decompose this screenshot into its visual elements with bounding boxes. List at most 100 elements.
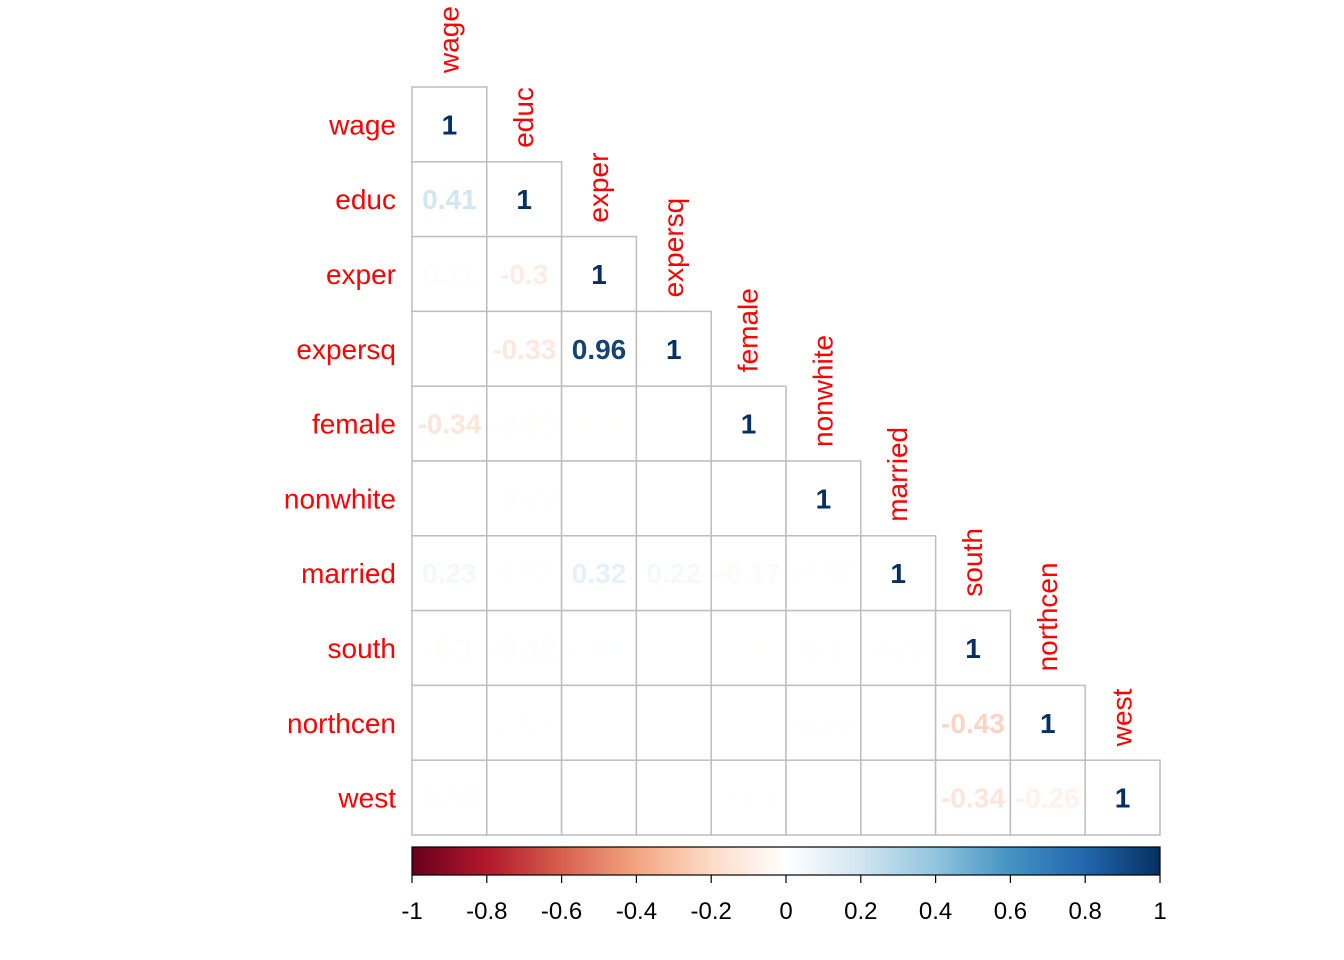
cell-wage-wage [411,86,488,163]
column-label-west: west [1107,688,1138,747]
cell-south-exper [560,609,638,687]
value-label-northcen-nonwhite: -0.08 [791,708,855,739]
cell-married-married [860,535,937,612]
value-label-expersq-wage: 0.03 [422,334,477,365]
value-label-west-female: 0.05 [721,783,776,814]
cell-nonwhite-female [710,460,787,537]
cell-nonwhite-educ [486,460,563,537]
colorbar-tick-label: -0.2 [691,898,732,925]
cell-educ-educ [486,161,563,238]
value-label-south-expersq: 0.02 [647,633,702,664]
cell-west-south [934,759,1012,836]
value-label-exper-educ: -0.3 [500,259,548,290]
value-label-expersq-exper: 0.96 [572,334,627,365]
row-label-wage: wage [328,109,396,140]
value-label-south-married: 0.08 [871,633,926,664]
value-label-married-female: -0.17 [717,558,781,589]
value-label-northcen-south: -0.43 [941,708,1005,739]
column-label-northcen: northcen [1032,562,1063,671]
value-label-nonwhite-educ: -0.08 [492,483,556,514]
value-label-west-south: -0.34 [941,783,1005,814]
value-label-west-exper: -0.02 [567,783,631,814]
row-label-female: female [312,409,396,440]
cell-west-northcen [1009,759,1086,836]
cell-married-educ [486,535,563,612]
value-label-female-exper: -0.04 [567,409,631,440]
value-label-female-expersq: -0.03 [642,409,706,440]
row-label-nonwhite: nonwhite [284,483,396,514]
value-label-northcen-expersq: 0.03 [647,708,702,739]
cell-west-expersq [635,759,712,836]
column-label-educ: educ [508,87,539,148]
column-label-married: married [882,427,913,522]
value-label-west-wage: 0.09 [422,783,477,814]
cell-female-educ [486,385,563,462]
row-label-educ: educ [335,184,396,215]
cell-northcen-nonwhite [785,684,862,761]
row-label-northcen: northcen [287,708,396,739]
row-labels: wage educ exper expersq female nonwhite marrie… [284,109,396,813]
cell-west-nonwhite [785,759,862,836]
colorbar-tick-label: 0 [779,898,792,925]
cell-married-wage [411,535,488,612]
value-label-northcen-wage: -0.03 [417,708,481,739]
matrix-value-labels: 10.41 10.11 -0.3 10.03 -0.33 0.96 1-0.34 -0.09-… [417,109,1130,813]
value-label-nonwhite-wage: -0.04 [417,483,481,514]
colorbar-tick-label: -0.6 [541,898,582,925]
column-label-female: female [733,288,764,372]
cell-south-south [934,609,1012,687]
value-label-educ-wage: 0.41 [422,184,477,215]
cell-west-female [710,759,787,836]
cell-educ-wage [411,161,488,238]
value-label-northcen-northcen: 1 [1040,708,1056,739]
value-label-wage-wage: 1 [442,109,458,140]
cell-female-expersq [635,385,712,462]
column-label-nonwhite: nonwhite [807,335,838,447]
column-label-wage: wage [433,6,464,74]
value-label-south-exper: 0.05 [572,633,627,664]
cell-exper-exper [560,235,638,313]
colorbar-tick-label: 0.2 [844,898,877,925]
value-label-nonwhite-female: -0.01 [717,483,781,514]
value-label-female-wage: -0.34 [417,409,481,440]
value-label-west-educ: 0.02 [497,783,552,814]
cell-west-exper [560,759,638,836]
colorbar-tick-label: 0.6 [994,898,1027,925]
value-label-married-wage: 0.23 [422,558,477,589]
cell-west-west [1084,759,1161,836]
colorbar-tick-label: 1 [1153,898,1166,925]
value-label-south-female: -0.04 [717,633,781,664]
cell-nonwhite-expersq [635,460,712,537]
value-label-female-educ: -0.09 [492,409,556,440]
value-label-married-expersq: 0.22 [647,558,702,589]
value-label-female-female: 1 [741,409,757,440]
cell-south-wage [411,609,488,687]
value-label-nonwhite-nonwhite: 1 [816,483,832,514]
matrix-cells [411,86,1161,836]
value-label-married-educ: 0.07 [497,558,552,589]
value-label-south-educ: -0.12 [492,633,556,664]
cell-northcen-wage [411,684,488,761]
value-label-exper-wage: 0.11 [423,259,476,290]
row-label-married: married [301,558,396,589]
cell-nonwhite-nonwhite [785,460,862,537]
colorbar-tick-label: -1 [401,898,422,925]
cell-northcen-northcen [1009,684,1086,761]
colorbar-tick-label: 0.8 [1069,898,1102,925]
column-labels: wage educ exper expersq female nonwhite marrie… [433,6,1137,747]
cell-nonwhite-exper [560,460,638,537]
cell-nonwhite-wage [411,460,488,537]
column-label-expersq: expersq [658,198,689,298]
value-label-northcen-educ: 0.06 [497,708,552,739]
value-label-nonwhite-exper: 0.01 [572,483,627,514]
value-label-west-west: 1 [1115,783,1131,814]
row-label-exper: exper [326,259,396,290]
value-label-northcen-female: 0.02 [721,708,776,739]
value-label-married-exper: 0.32 [572,558,627,589]
value-label-married-nonwhite: -0.06 [791,558,855,589]
value-label-west-married: -0.02 [866,783,930,814]
value-label-northcen-exper: 0.01 [572,708,627,739]
value-label-exper-exper: 1 [591,259,607,290]
column-label-exper: exper [583,153,614,223]
